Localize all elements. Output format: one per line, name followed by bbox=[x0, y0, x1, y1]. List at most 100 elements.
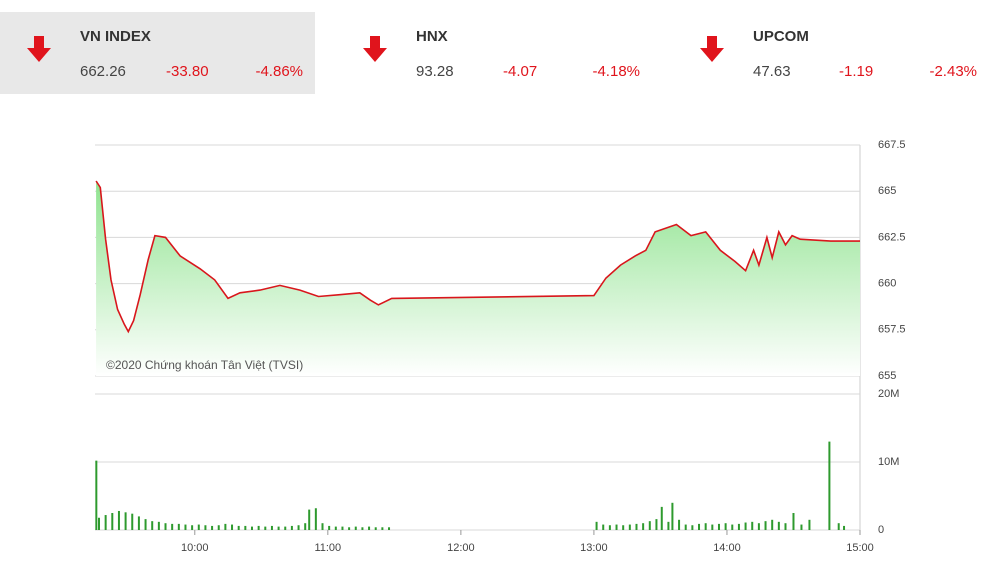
volume-bar bbox=[257, 525, 260, 530]
volume-bar bbox=[691, 525, 694, 530]
volume-bar bbox=[843, 525, 846, 530]
index-change: -33.80 bbox=[166, 63, 209, 80]
down-arrow bbox=[27, 36, 51, 62]
volume-bar bbox=[290, 525, 293, 530]
volume-bar bbox=[698, 523, 701, 530]
volume-bar bbox=[684, 524, 687, 530]
volume-bar bbox=[144, 519, 147, 530]
y-tick-label: 667.5 bbox=[878, 139, 906, 151]
index-vn[interactable]: VN INDEX 662.26 -33.80 -4.86% bbox=[27, 28, 303, 80]
volume-bar bbox=[757, 523, 760, 530]
index-change: -1.19 bbox=[839, 63, 873, 80]
down-arrow bbox=[700, 36, 724, 62]
x-tick-label: 10:00 bbox=[181, 542, 209, 554]
volume-bar bbox=[800, 524, 803, 530]
volume-bar bbox=[704, 523, 707, 530]
volume-bar bbox=[784, 523, 787, 530]
volume-bar bbox=[191, 525, 194, 530]
volume-bar bbox=[678, 519, 681, 530]
volume-bar bbox=[660, 506, 663, 530]
volume-bar bbox=[595, 521, 598, 530]
selected-index-bg bbox=[0, 12, 315, 94]
volume-bar bbox=[237, 525, 240, 530]
volume-bar bbox=[117, 510, 120, 530]
volume-bar bbox=[724, 523, 727, 530]
volume-bar bbox=[328, 525, 331, 530]
y-tick-label: 662.5 bbox=[878, 231, 906, 243]
volume-bar bbox=[667, 521, 670, 530]
volume-bar bbox=[204, 525, 207, 530]
volume-bar bbox=[602, 524, 605, 530]
volume-bar bbox=[124, 512, 127, 530]
x-tick-label: 15:00 bbox=[846, 542, 874, 554]
volume-bar bbox=[837, 523, 840, 530]
index-value: 662.26 bbox=[80, 63, 126, 80]
volume-bar bbox=[171, 523, 174, 530]
volume-bar bbox=[244, 525, 247, 530]
y-tick-label: 665 bbox=[878, 185, 896, 197]
volume-bar bbox=[388, 527, 391, 530]
index-hnx[interactable]: HNX 93.28 -4.07 -4.18% bbox=[363, 28, 640, 80]
volume-bar bbox=[211, 525, 214, 530]
y-tick-label: 20M bbox=[878, 388, 899, 400]
volume-bar bbox=[341, 526, 344, 530]
volume-bar bbox=[284, 526, 287, 530]
volume-bar bbox=[354, 526, 357, 530]
volume-bar bbox=[777, 521, 780, 530]
volume-bar bbox=[368, 526, 371, 530]
volume-bar bbox=[622, 525, 625, 530]
volume-bar bbox=[671, 502, 674, 530]
volume-bar bbox=[314, 508, 317, 530]
volume-bar bbox=[828, 441, 831, 530]
volume-bar bbox=[95, 460, 98, 530]
index-percent: -4.86% bbox=[255, 63, 303, 80]
volume-bar bbox=[224, 523, 227, 530]
area-fill bbox=[96, 181, 861, 376]
volume-bar bbox=[731, 524, 734, 530]
volume-bar bbox=[151, 521, 154, 530]
volume-bar bbox=[184, 524, 187, 530]
volume-bar bbox=[348, 527, 351, 530]
volume-bar bbox=[635, 523, 638, 530]
volume-bar bbox=[277, 526, 280, 530]
volume-bar bbox=[177, 523, 180, 530]
down-arrow bbox=[363, 36, 387, 62]
y-tick-label: 660 bbox=[878, 278, 896, 290]
index-upcom[interactable]: UPCOM 47.63 -1.19 -2.43% bbox=[700, 28, 977, 80]
volume-bar bbox=[137, 516, 140, 530]
volume-bar bbox=[197, 524, 200, 530]
index-change: -4.07 bbox=[503, 63, 537, 80]
volume-bar bbox=[308, 509, 311, 530]
volume-bar bbox=[628, 524, 631, 530]
volume-bar bbox=[321, 523, 324, 530]
volume-bar bbox=[751, 521, 754, 530]
volume-bar bbox=[104, 515, 107, 530]
watermark: ©2020 Chứng khoán Tân Việt (TVSI) bbox=[106, 358, 303, 372]
volume-bar bbox=[231, 524, 234, 530]
volume-bar bbox=[164, 523, 167, 530]
volume-bar bbox=[737, 523, 740, 530]
y-tick-label: 657.5 bbox=[878, 324, 906, 336]
volume-bar bbox=[304, 523, 307, 530]
index-percent: -4.18% bbox=[592, 63, 640, 80]
y-tick-label: 0 bbox=[878, 524, 884, 536]
volume-bar bbox=[381, 527, 384, 530]
volume-bar bbox=[361, 527, 364, 530]
index-name: HNX bbox=[416, 28, 448, 45]
volume-bar bbox=[250, 526, 253, 530]
y-tick-label: 10M bbox=[878, 456, 899, 468]
index-value: 93.28 bbox=[416, 63, 454, 80]
plot: 655 657.5 660 662.5 665 667.5 ©2020 Chứng khoá… bbox=[95, 139, 906, 554]
x-tick-label: 13:00 bbox=[580, 542, 608, 554]
volume-bar bbox=[264, 526, 267, 530]
y-tick-label: 655 bbox=[878, 370, 896, 382]
volume-bar bbox=[374, 527, 377, 530]
volume-bar bbox=[131, 513, 134, 530]
index-name: VN INDEX bbox=[80, 28, 151, 45]
volume-bar bbox=[111, 513, 114, 530]
index-name: UPCOM bbox=[753, 28, 809, 45]
volume-bar bbox=[792, 513, 795, 530]
volume-bar bbox=[157, 521, 160, 530]
volume-bar bbox=[608, 525, 611, 530]
